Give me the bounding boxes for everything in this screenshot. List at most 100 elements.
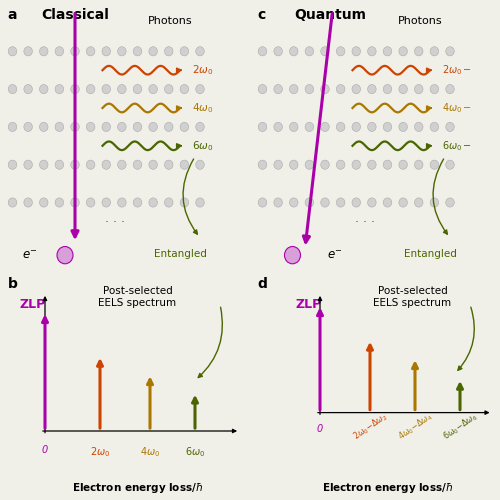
Text: 0: 0 xyxy=(42,445,48,455)
Circle shape xyxy=(118,84,126,94)
Circle shape xyxy=(352,122,360,132)
Text: ZLP: ZLP xyxy=(20,298,46,310)
Circle shape xyxy=(258,160,267,170)
Circle shape xyxy=(149,84,158,94)
Circle shape xyxy=(8,198,17,207)
Circle shape xyxy=(446,46,454,56)
Circle shape xyxy=(305,46,314,56)
Circle shape xyxy=(305,160,314,170)
Circle shape xyxy=(399,160,407,170)
Circle shape xyxy=(384,198,392,207)
Circle shape xyxy=(133,46,142,56)
Circle shape xyxy=(102,46,110,56)
Circle shape xyxy=(430,46,438,56)
Circle shape xyxy=(149,46,158,56)
Circle shape xyxy=(24,160,32,170)
Circle shape xyxy=(414,84,423,94)
Circle shape xyxy=(305,198,314,207)
Circle shape xyxy=(102,198,110,207)
Circle shape xyxy=(258,84,267,94)
Text: $2\omega_0-$: $2\omega_0-$ xyxy=(442,64,472,77)
Circle shape xyxy=(352,84,360,94)
Circle shape xyxy=(24,198,32,207)
Circle shape xyxy=(399,46,407,56)
Circle shape xyxy=(86,46,95,56)
Text: $4\omega_0$: $4\omega_0$ xyxy=(192,101,214,115)
Circle shape xyxy=(399,84,407,94)
Circle shape xyxy=(321,122,329,132)
Circle shape xyxy=(384,160,392,170)
Text: Electron energy loss/$\hbar$: Electron energy loss/$\hbar$ xyxy=(72,482,203,496)
Text: $2\omega_0$$-\Delta\omega_2$: $2\omega_0$$-\Delta\omega_2$ xyxy=(352,410,391,444)
Circle shape xyxy=(321,160,329,170)
Text: · · ·: · · · xyxy=(105,216,125,229)
Circle shape xyxy=(368,160,376,170)
Circle shape xyxy=(55,122,64,132)
Circle shape xyxy=(24,122,32,132)
Circle shape xyxy=(336,198,345,207)
Text: Entangled: Entangled xyxy=(154,249,206,259)
Circle shape xyxy=(274,84,282,94)
Text: $e^{-}$: $e^{-}$ xyxy=(22,248,38,262)
Circle shape xyxy=(102,160,110,170)
Text: $e^{-}$: $e^{-}$ xyxy=(327,248,343,262)
Circle shape xyxy=(384,122,392,132)
Circle shape xyxy=(164,84,173,94)
Circle shape xyxy=(149,122,158,132)
Circle shape xyxy=(414,122,423,132)
Circle shape xyxy=(71,160,79,170)
Text: · · ·: · · · xyxy=(355,216,375,229)
Circle shape xyxy=(258,122,267,132)
Circle shape xyxy=(290,160,298,170)
Circle shape xyxy=(40,84,48,94)
Circle shape xyxy=(71,122,79,132)
Circle shape xyxy=(180,122,188,132)
Circle shape xyxy=(384,46,392,56)
Circle shape xyxy=(40,198,48,207)
Circle shape xyxy=(86,160,95,170)
Circle shape xyxy=(71,84,79,94)
Circle shape xyxy=(290,46,298,56)
Circle shape xyxy=(180,198,188,207)
Text: a: a xyxy=(8,8,17,22)
Text: $6\omega_0$$-\Delta\omega_6$: $6\omega_0$$-\Delta\omega_6$ xyxy=(442,410,481,444)
Circle shape xyxy=(8,84,17,94)
Text: ZLP: ZLP xyxy=(295,298,321,310)
Circle shape xyxy=(196,84,204,94)
Circle shape xyxy=(133,160,142,170)
Circle shape xyxy=(164,160,173,170)
Text: Photons: Photons xyxy=(398,16,442,26)
Circle shape xyxy=(321,46,329,56)
Circle shape xyxy=(180,160,188,170)
Circle shape xyxy=(118,198,126,207)
Circle shape xyxy=(414,198,423,207)
Circle shape xyxy=(414,46,423,56)
Circle shape xyxy=(399,198,407,207)
Text: $6\omega_0$: $6\omega_0$ xyxy=(185,445,205,458)
Circle shape xyxy=(368,198,376,207)
Circle shape xyxy=(57,246,73,264)
Circle shape xyxy=(399,122,407,132)
Circle shape xyxy=(196,122,204,132)
Circle shape xyxy=(368,84,376,94)
Text: $2\omega_0$: $2\omega_0$ xyxy=(90,445,110,458)
Text: $4\omega_0$: $4\omega_0$ xyxy=(140,445,160,458)
Circle shape xyxy=(196,198,204,207)
Circle shape xyxy=(55,198,64,207)
Circle shape xyxy=(368,46,376,56)
Text: Photons: Photons xyxy=(148,16,192,26)
Circle shape xyxy=(55,160,64,170)
Circle shape xyxy=(40,160,48,170)
Circle shape xyxy=(196,46,204,56)
Text: c: c xyxy=(258,8,266,22)
Circle shape xyxy=(352,198,360,207)
Text: Quantum: Quantum xyxy=(294,8,366,22)
Circle shape xyxy=(258,198,267,207)
Circle shape xyxy=(290,122,298,132)
Circle shape xyxy=(274,122,282,132)
Circle shape xyxy=(336,84,345,94)
Circle shape xyxy=(446,198,454,207)
Circle shape xyxy=(164,198,173,207)
Circle shape xyxy=(71,46,79,56)
Circle shape xyxy=(149,198,158,207)
